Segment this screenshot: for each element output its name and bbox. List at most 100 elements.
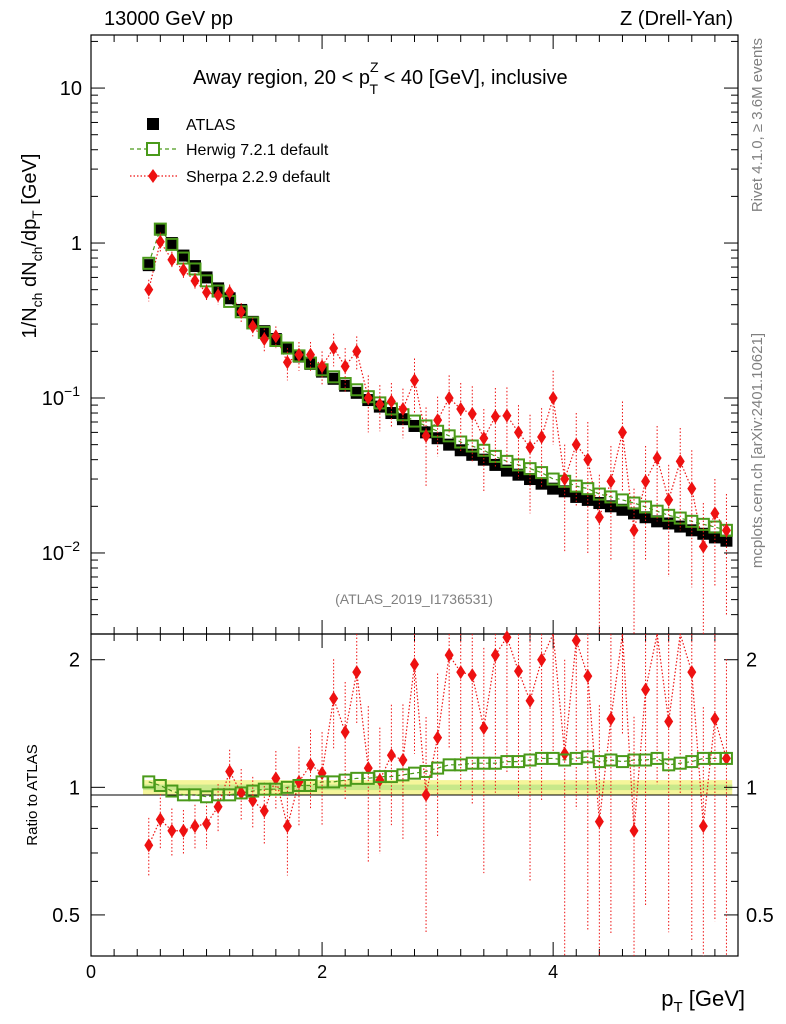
ratio-uncertainty-band [142,780,733,795]
atlas-point [154,223,167,236]
y-tick-label: 10 [60,78,82,100]
sherpa-point [433,413,443,428]
legend-sherpa-label: Sherpa 2.2.9 default [186,169,331,186]
x-tick-label: 4 [548,962,558,982]
sherpa-ratio-point [398,753,408,768]
sherpa-ratio-point [606,711,616,726]
sherpa-point [721,523,731,538]
herwig-point [708,520,722,534]
sherpa-point [410,373,419,388]
ratio-tick-label-right: 2 [746,650,757,672]
rivet-label: Rivet 4.1.0, ≥ 3.6M events [749,38,766,212]
sherpa-point [525,440,535,455]
sherpa-point [248,319,258,334]
sherpa-ratio-point [594,814,604,829]
atlas-point [708,531,721,544]
sherpa-ratio-point [202,816,212,831]
sherpa-point [710,506,720,521]
sherpa-ratio-point [479,721,489,736]
sherpa-point [225,285,235,300]
y-tick-label: 10−2 [42,538,80,565]
ratio-band-inner [142,784,733,791]
atlas-point [200,271,213,284]
sherpa-point [317,359,327,374]
sherpa-ratio-point [664,714,674,729]
sherpa-ratio-point [155,812,165,827]
sherpa-ratio-point [225,764,235,779]
sherpa-point [479,431,489,446]
sherpa-point [352,344,362,359]
sherpa-point [675,454,685,469]
legend-atlas-label: ATLAS [186,117,236,134]
x-tick-label: 2 [317,962,327,982]
sherpa-point [548,391,558,406]
sherpa-ratio-point [687,665,697,680]
sherpa-ratio-point [513,664,523,679]
sherpa-ratio-point [629,823,639,838]
sherpa-point [259,332,269,347]
sherpa-ratio-point [525,693,535,708]
sherpa-point [583,452,593,467]
sherpa-ratio-point [282,819,292,834]
sherpa-ratio-point [363,761,373,776]
sherpa-ratio-point [710,711,720,726]
axis-tick-labels: 0 2 4 10 1 10−1 10−2 0.5 0.5 1 1 2 2 [42,78,774,982]
atlas-point [547,482,560,495]
sherpa-point [444,391,454,406]
sherpa-ratio-point [444,648,454,663]
sherpa-ratio-point [294,774,304,789]
x-axis-title: pT [GeV] [661,986,745,1016]
herwig-line [148,227,727,531]
sherpa-ratio-point [352,665,362,680]
legend-atlas-marker [147,118,159,130]
ratio-axis-title: Ratio to ATLAS [24,744,41,845]
atlas-point [165,237,178,250]
sherpa-ratio-point [721,751,731,766]
sherpa-point [155,234,165,249]
sherpa-ratio-point [178,823,188,838]
sherpa-ratio-point [190,819,200,834]
sherpa-point [467,406,477,421]
sherpa-ratio-point [329,691,339,706]
sherpa-ratio-point [317,766,327,781]
atlas-point [396,413,409,426]
sherpa-point [560,472,570,487]
sherpa-ratio-point [386,748,396,763]
sherpa-point [236,304,246,319]
data-series [142,222,733,956]
sherpa-point [502,408,512,423]
ratio-tick-label: 0.5 [52,905,80,927]
sherpa-point [513,425,523,440]
herwig-point [142,256,156,270]
sherpa-point [271,329,281,344]
sherpa-point [363,391,373,406]
sherpa-point [490,409,500,424]
atlas-point [570,490,583,503]
sherpa-point [178,262,188,277]
herwig-ratio-point [719,751,733,765]
atlas-point [512,468,525,481]
atlas-point [350,386,363,399]
sherpa-point [375,397,385,412]
herwig-point [165,237,179,251]
sherpa-ratio-point [259,803,269,818]
sherpa-ratio-point [236,785,246,800]
herwig-point [615,493,629,507]
sherpa-ratio-point [271,771,281,786]
atlas-point [489,458,502,471]
sherpa-ratio-point [410,657,419,672]
y-axis-title: 1/Nch dNch/dpT [GeV] [19,154,45,339]
sherpa-ratio-point [583,669,593,684]
sherpa-point [202,285,212,300]
sherpa-ratio-point [456,665,466,680]
sherpa-point [617,425,627,440]
y-tick-label: 1 [71,233,82,255]
ratio-tick-label: 1 [69,777,80,799]
sherpa-ratio-point [698,819,708,834]
sherpa-ratio-point [340,725,350,740]
sherpa-ratio-point [571,633,581,648]
sherpa-ratio-point [421,787,431,802]
sherpa-point [456,401,466,416]
sherpa-ratio-point [502,630,512,645]
